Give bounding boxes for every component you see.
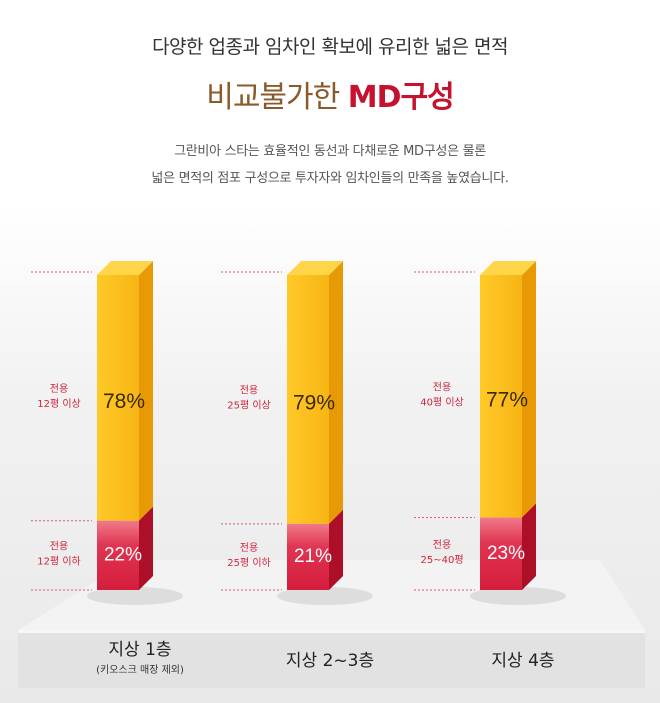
page-title-plain: 비교불가한 [206, 80, 348, 115]
bar-segment-red [287, 523, 329, 590]
side-label-gold: 전용 [433, 381, 451, 393]
bar-shadow [277, 587, 373, 605]
category-note: (키오스크 매장 제외) [96, 664, 184, 676]
value-label-gold: 77% [486, 388, 528, 411]
side-label-gold: 전용 [50, 383, 68, 395]
category-label: 지상 1층 [108, 640, 171, 660]
base-platform-front [18, 630, 645, 688]
value-label-red: 23% [487, 543, 525, 564]
side-label-red: 12평 이하 [37, 554, 81, 567]
side-label-red: 전용 [433, 539, 451, 551]
description-line-1: 그란비아 스타는 효율적인 동선과 다채로운 MD구성은 물론 [174, 144, 486, 159]
side-label-gold: 전용 [240, 384, 258, 396]
value-label-red: 21% [294, 546, 332, 567]
bar-top-gold [480, 261, 536, 275]
base-platform-edge [18, 630, 645, 633]
bar-top-gold [287, 261, 343, 275]
bar-side-gold [329, 261, 343, 524]
bar-segment-red [480, 517, 522, 590]
side-label-red: 전용 [50, 540, 68, 552]
side-label-red: 전용 [240, 542, 258, 554]
category-label: 지상 2~3층 [286, 651, 374, 671]
description-line-2: 넓은 면적의 점포 구성으로 투자자와 임차인들의 만족을 높였습니다. [151, 171, 509, 186]
page-title-highlight: MD구성 [347, 80, 455, 115]
page-title: 비교불가한 MD구성 [0, 72, 660, 116]
value-label-gold: 79% [293, 391, 335, 414]
bar-side-red [522, 503, 536, 590]
bar-segment-gold [287, 275, 329, 524]
side-label-red: 25평 이하 [227, 556, 271, 569]
bar-top-gold [97, 261, 153, 275]
header-description: 그란비아 스타는 효율적인 동선과 다채로운 MD구성은 물론 넓은 면적의 점… [0, 138, 660, 192]
category-label: 지상 4층 [491, 651, 554, 671]
bar-side-red [139, 506, 153, 590]
header-subtitle: 다양한 업종과 임차인 확보에 유리한 넓은 면적 [152, 36, 508, 58]
bar-segment-gold [480, 275, 522, 518]
bar-side-red [329, 509, 343, 590]
bar-side-gold [139, 261, 153, 521]
bar-segment-gold [97, 275, 139, 521]
bar-shadow [87, 587, 183, 605]
bar-shadow [470, 587, 566, 605]
value-label-red: 22% [104, 544, 142, 565]
bar-side-gold [522, 261, 536, 518]
side-label-gold: 40평 이상 [420, 396, 464, 408]
bar-segment-red [97, 520, 139, 590]
side-label-red: 25~40평 [420, 554, 463, 566]
side-label-gold: 25평 이상 [227, 399, 271, 411]
side-label-gold: 12평 이상 [37, 398, 81, 410]
value-label-gold: 78% [103, 390, 145, 413]
